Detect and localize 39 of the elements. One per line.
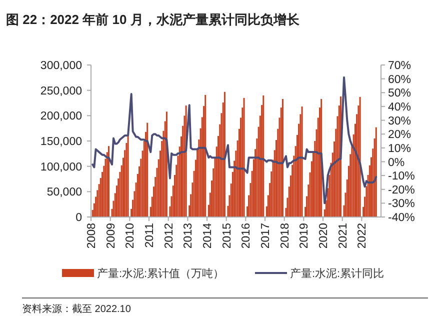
legend-label: 产量:水泥:累计同比 <box>290 266 384 280</box>
y2-tick-label: 60% <box>388 74 412 86</box>
x-tick-label: 2017 <box>260 223 272 249</box>
y-tick-label: 250,000 <box>40 85 82 98</box>
x-tick-label: 2019 <box>298 223 311 249</box>
x-tick-label: 2012 <box>163 223 176 249</box>
x-tick-label: 2016 <box>240 223 253 249</box>
line-series <box>92 76 378 204</box>
y2-tick-label: 0% <box>388 156 405 169</box>
x-tick-label: 2022 <box>356 223 369 249</box>
y-tick-label: 300,000 <box>40 60 82 72</box>
x-tick-label: 2010 <box>124 223 137 249</box>
y-tick-label: 100,000 <box>40 161 82 174</box>
y2-tick-label: 10% <box>388 142 412 155</box>
x-tick-label: 2018 <box>279 223 292 249</box>
y2-tick-label: -30% <box>388 198 415 210</box>
x-tick-label: 2009 <box>105 223 118 249</box>
legend-label: 产量:水泥:累计值（万吨） <box>97 266 224 280</box>
y2-tick-label: -10% <box>388 170 415 183</box>
x-tick-label: 2015 <box>221 223 234 249</box>
y-tick-label: 0 <box>76 212 82 224</box>
x-tick-label: 2011 <box>144 223 156 248</box>
y2-tick-label: 20% <box>388 129 412 142</box>
text: 资料来源：截至 2022.10 <box>22 303 132 315</box>
x-tick-label: 2020 <box>318 223 330 249</box>
y2-tick-label: 50% <box>388 88 412 100</box>
x-tick-label: 2013 <box>182 223 195 249</box>
x-tick-label: 2021 <box>337 223 350 249</box>
y-tick-label: 200,000 <box>40 110 82 123</box>
y2-tick-label: 70% <box>388 60 412 72</box>
y-tick-label: 150,000 <box>40 136 82 148</box>
y2-tick-label: 40% <box>388 101 412 114</box>
y2-tick-label: -40% <box>388 212 415 224</box>
x-tick-label: 2008 <box>86 223 98 249</box>
x-tick-label: 2014 <box>202 222 214 249</box>
y2-tick-label: -20% <box>388 184 415 196</box>
chart-title: 图 22：2022 年前 10 月，水泥产量累计同比负增长 <box>6 12 300 27</box>
y-tick-label: 50,000 <box>46 186 82 199</box>
y2-tick-label: 30% <box>388 115 412 128</box>
